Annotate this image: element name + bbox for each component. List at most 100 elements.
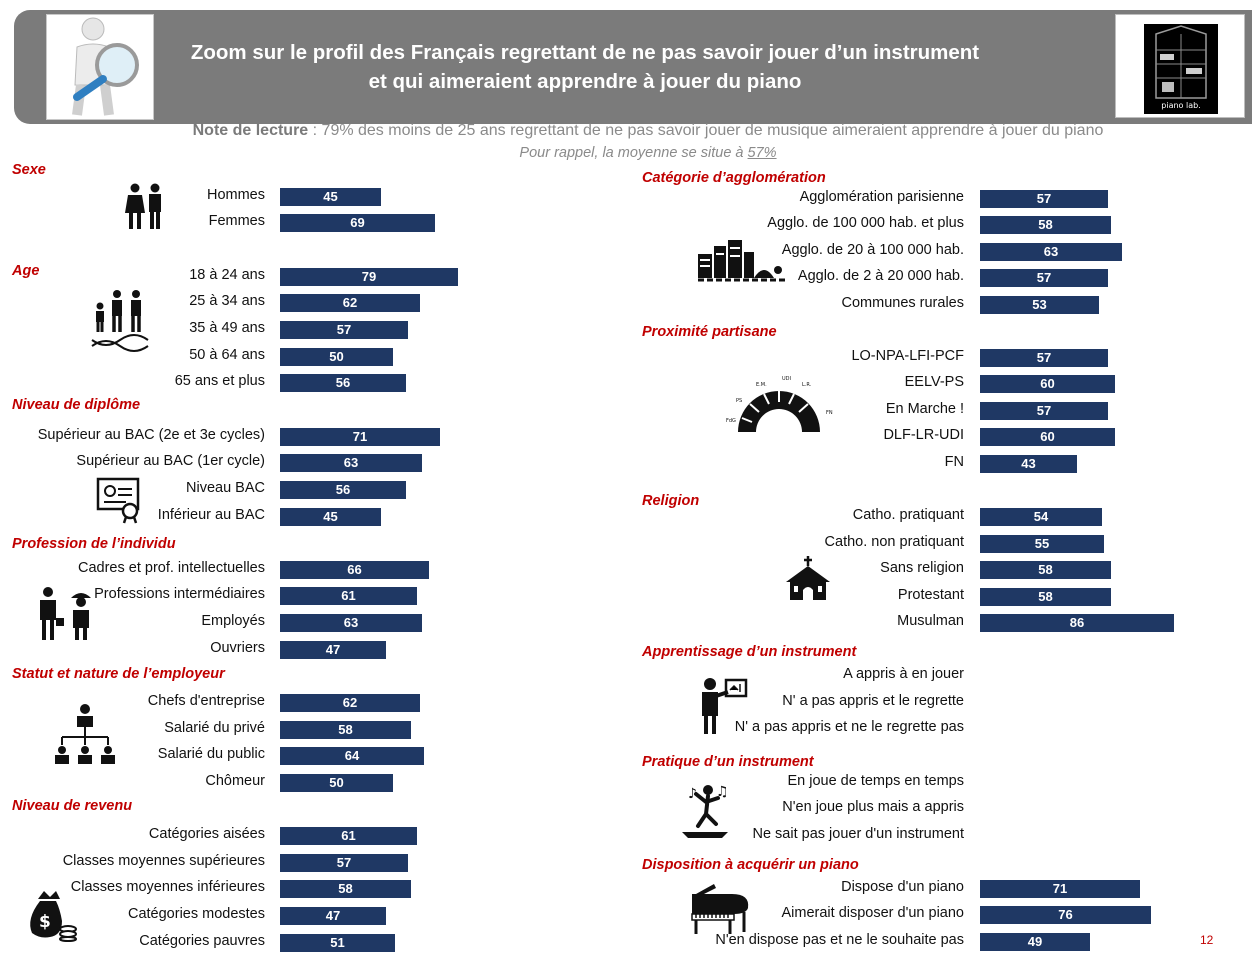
bar-value-label: 71 bbox=[352, 429, 368, 444]
bar-value-label: 57 bbox=[336, 322, 352, 337]
svg-text:L.R.: L.R. bbox=[802, 382, 812, 388]
bar-label: Employés bbox=[201, 613, 265, 629]
bar-label: Hommes bbox=[206, 187, 265, 203]
bar: 58 bbox=[980, 588, 1111, 606]
bar: 58 bbox=[980, 216, 1111, 234]
title-line-2: et qui aimeraient apprendre à jouer du p… bbox=[368, 70, 802, 93]
bar-label: Catho. pratiquant bbox=[852, 507, 964, 523]
svg-text:♪: ♪ bbox=[688, 786, 697, 802]
reading-note: Note de lecture : 79% des moins de 25 an… bbox=[0, 122, 1253, 140]
org-chart-icon bbox=[55, 704, 115, 764]
bar-label: Communes rurales bbox=[841, 295, 965, 311]
bar: 60 bbox=[980, 375, 1115, 393]
bar: 63 bbox=[280, 614, 422, 632]
svg-text:$: $ bbox=[39, 912, 51, 932]
bar-label: Ne sait pas jouer d'un instrument bbox=[752, 826, 964, 842]
workers-icon bbox=[40, 587, 91, 640]
bar-value-label: 50 bbox=[329, 349, 344, 364]
svg-text:♫: ♫ bbox=[716, 784, 729, 800]
bar: 60 bbox=[980, 428, 1115, 446]
teacher-board-icon bbox=[702, 678, 748, 734]
bar-label: En joue de temps en temps bbox=[787, 773, 964, 789]
svg-text:UDI: UDI bbox=[782, 376, 791, 382]
bar-label: 50 à 64 ans bbox=[189, 347, 265, 363]
bar: 63 bbox=[980, 243, 1122, 261]
bar-value-label: 56 bbox=[335, 482, 351, 497]
bar-value-label: 61 bbox=[341, 828, 356, 843]
bar-label: Agglo. de 2 à 20 000 hab. bbox=[797, 268, 964, 284]
bar-label: 25 à 34 ans bbox=[189, 293, 265, 309]
bar-value-label: 63 bbox=[343, 455, 359, 470]
magnifier-figure-icon bbox=[46, 14, 154, 120]
bar-value-label: 49 bbox=[1027, 934, 1043, 949]
church-icon bbox=[786, 556, 830, 600]
bar: 57 bbox=[980, 349, 1108, 367]
bar-label: Agglomération parisienne bbox=[799, 189, 964, 205]
bar-value-label: 66 bbox=[347, 562, 362, 577]
section-title-age: Age bbox=[12, 263, 40, 279]
bar-value-label: 58 bbox=[338, 881, 353, 896]
section-title-profession-de-l-individu: Profession de l’individu bbox=[12, 536, 176, 552]
average-reminder: Pour rappel, la moyenne se situe à 57% bbox=[0, 145, 1253, 161]
logo-text: piano lab. bbox=[1161, 101, 1201, 110]
bar-label: Classes moyennes supérieures bbox=[62, 853, 265, 869]
bar: 47 bbox=[280, 907, 386, 925]
bar: 62 bbox=[280, 694, 420, 712]
bar: 57 bbox=[280, 321, 408, 339]
bar: 49 bbox=[980, 933, 1090, 951]
family-dna-icon bbox=[91, 290, 149, 352]
reminder-prefix: Pour rappel, la moyenne se situe à bbox=[519, 145, 748, 161]
section-title-niveau-de-revenu: Niveau de revenu bbox=[12, 798, 133, 814]
bar: 64 bbox=[280, 747, 424, 765]
bar: 53 bbox=[980, 296, 1099, 314]
bar-value-label: 57 bbox=[336, 855, 352, 870]
bar-label: Classes moyennes inférieures bbox=[70, 879, 265, 895]
bar-value-label: 60 bbox=[1040, 376, 1055, 391]
bar-label: Ouvriers bbox=[210, 640, 265, 656]
note-text: : 79% des moins de 25 ans regrettant de … bbox=[308, 122, 1104, 139]
bar-value-label: 58 bbox=[1038, 217, 1053, 232]
svg-text:FdG: FdG bbox=[726, 418, 736, 424]
bar-value-label: 71 bbox=[1052, 881, 1068, 896]
bar-value-label: 62 bbox=[342, 695, 358, 710]
reminder-value: 57% bbox=[747, 145, 777, 161]
bar: 58 bbox=[280, 721, 411, 739]
bar-label: Professions intermédiaires bbox=[94, 586, 265, 602]
piano-lab-logo: piano lab. bbox=[1144, 24, 1218, 114]
bar-value-label: 61 bbox=[341, 588, 356, 603]
bar-value-label: 53 bbox=[1032, 297, 1047, 312]
bar: 57 bbox=[980, 190, 1108, 208]
bar-value-label: 64 bbox=[344, 748, 360, 763]
bar-value-label: 62 bbox=[342, 295, 358, 310]
bar: 61 bbox=[280, 587, 417, 605]
bar-label: Catégories pauvres bbox=[139, 933, 265, 949]
bar: 43 bbox=[980, 455, 1077, 473]
section-title-categorie-d-agglomeration: Catégorie d’agglomération bbox=[642, 170, 826, 186]
bar: 56 bbox=[280, 481, 406, 499]
bar-label: N'en dispose pas et ne le souhaite pas bbox=[715, 932, 964, 948]
bar-label: Catho. non pratiquant bbox=[824, 534, 964, 550]
bar-label: EELV-PS bbox=[904, 374, 964, 390]
bar: 58 bbox=[280, 880, 411, 898]
grand-piano-icon bbox=[691, 884, 749, 934]
bar-value-label: 86 bbox=[1069, 615, 1085, 630]
bar-value-label: 55 bbox=[1034, 536, 1050, 551]
bar: 61 bbox=[280, 827, 417, 845]
bar-value-label: 58 bbox=[1038, 589, 1053, 604]
bar: 71 bbox=[280, 428, 440, 446]
bar: 54 bbox=[980, 508, 1102, 526]
bar-value-label: 63 bbox=[1043, 244, 1059, 259]
title-line-1: Zoom sur le profil des Français regretta… bbox=[190, 41, 980, 64]
bar-label: Agglo. de 20 à 100 000 hab. bbox=[781, 242, 964, 258]
bar-label: Chômeur bbox=[205, 773, 265, 789]
bar-label: Supérieur au BAC (1er cycle) bbox=[76, 453, 265, 469]
bar-label: Chefs d'entreprise bbox=[147, 693, 265, 709]
page-title: Zoom sur le profil des Français regretta… bbox=[190, 38, 980, 96]
svg-text:E.M.: E.M. bbox=[756, 382, 767, 388]
bar: 57 bbox=[980, 402, 1108, 420]
bar-label: Protestant bbox=[897, 587, 964, 603]
bar-value-label: 69 bbox=[350, 215, 365, 230]
bar-label: 35 à 49 ans bbox=[189, 320, 265, 336]
bar-value-label: 47 bbox=[325, 642, 341, 657]
bar: 51 bbox=[280, 934, 395, 952]
